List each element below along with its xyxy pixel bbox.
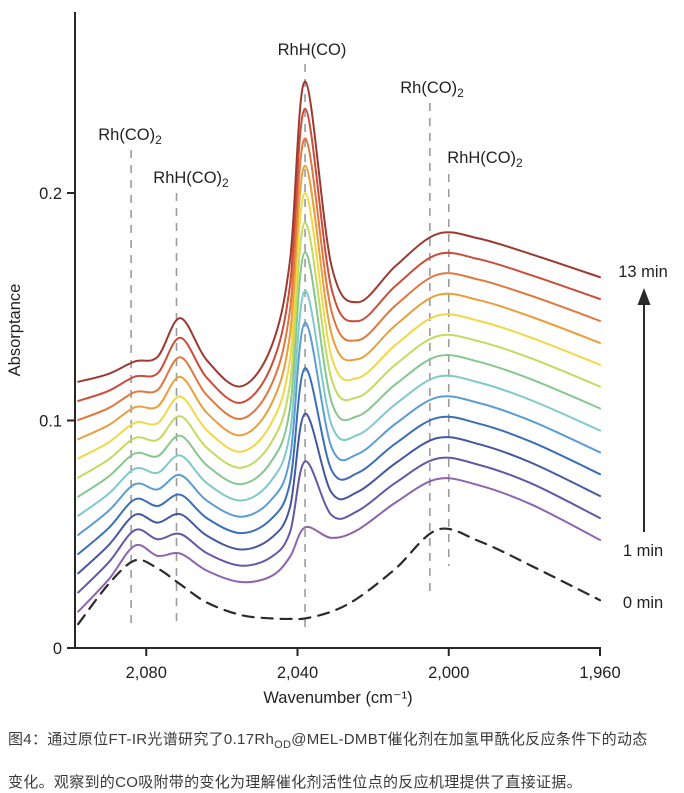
spectrum-curve-4min xyxy=(77,367,601,555)
band-label-RhH(CO)2: RhH(CO)2 xyxy=(447,149,523,170)
x-tick-label: 2,080 xyxy=(126,664,167,682)
caption-line-1: 图4：通过原位FT-IR光谱研究了0.17RhOD@MEL-DMBT催化剂在加氢… xyxy=(8,729,674,756)
spectrum-curve-10min xyxy=(77,164,601,441)
y-axis-title: Absorptance xyxy=(6,284,24,377)
time-arrow-head-icon xyxy=(637,288,651,305)
band-label-RhH(CO)2: RhH(CO)2 xyxy=(153,169,229,190)
spectrum-curve-5min xyxy=(77,321,601,536)
spectrum-curve-0min xyxy=(77,527,602,626)
spectrum-curve-3min xyxy=(77,412,601,575)
time-label-1min: 1 min xyxy=(623,542,663,560)
spectrum-curve-13min xyxy=(77,80,601,388)
x-tick-label: 2,040 xyxy=(277,664,318,682)
caption-text: @MEL-DMBT催化剂在加氢甲酰化反应条件下的动态 xyxy=(291,731,648,748)
time-label-13min: 13 min xyxy=(618,263,668,281)
spectrum-curve-7min xyxy=(77,251,601,498)
x-axis-title: Wavenumber (cm⁻¹) xyxy=(263,689,412,707)
caption-text: 图4：通过原位FT-IR光谱研究了0.17Rh xyxy=(8,731,275,748)
x-tick-label: 1,960 xyxy=(579,664,620,682)
spectrum-curve-2min xyxy=(77,456,601,594)
spectrum-curve-8min xyxy=(77,221,601,479)
y-tick-label: 0.1 xyxy=(39,413,62,431)
band-label-Rh(CO)2: Rh(CO)2 xyxy=(400,79,464,100)
spectrum-curve-1min xyxy=(77,477,601,613)
figure-caption: 图4：通过原位FT-IR光谱研究了0.17RhOD@MEL-DMBT催化剂在加氢… xyxy=(0,717,684,793)
x-tick-label: 2,000 xyxy=(428,664,469,682)
band-label-Rh(CO)2: Rh(CO)2 xyxy=(98,126,162,147)
y-tick-label: 0 xyxy=(53,640,62,658)
band-label-RhH(CO): RhH(CO) xyxy=(278,41,347,59)
y-tick-label: 0.2 xyxy=(39,185,62,203)
time-label-0min: 0 min xyxy=(623,594,663,612)
caption-subscript: OD xyxy=(274,739,292,751)
caption-line-2: 变化。观察到的CO吸附带的变化为理解催化剂活性位点的反应机理提供了直接证据。 xyxy=(8,774,582,791)
spectrum-curve-11min xyxy=(77,137,601,421)
ftir-spectra-chart: Rh(CO)2 RhH(CO)2 RhH(CO) Rh(CO)2 RhH(CO)2 0 0.… xyxy=(6,12,668,707)
spectrum-curve-12min xyxy=(77,107,601,404)
spectrum-curve-6min xyxy=(77,289,601,517)
spectrum-curve-9min xyxy=(77,191,601,460)
